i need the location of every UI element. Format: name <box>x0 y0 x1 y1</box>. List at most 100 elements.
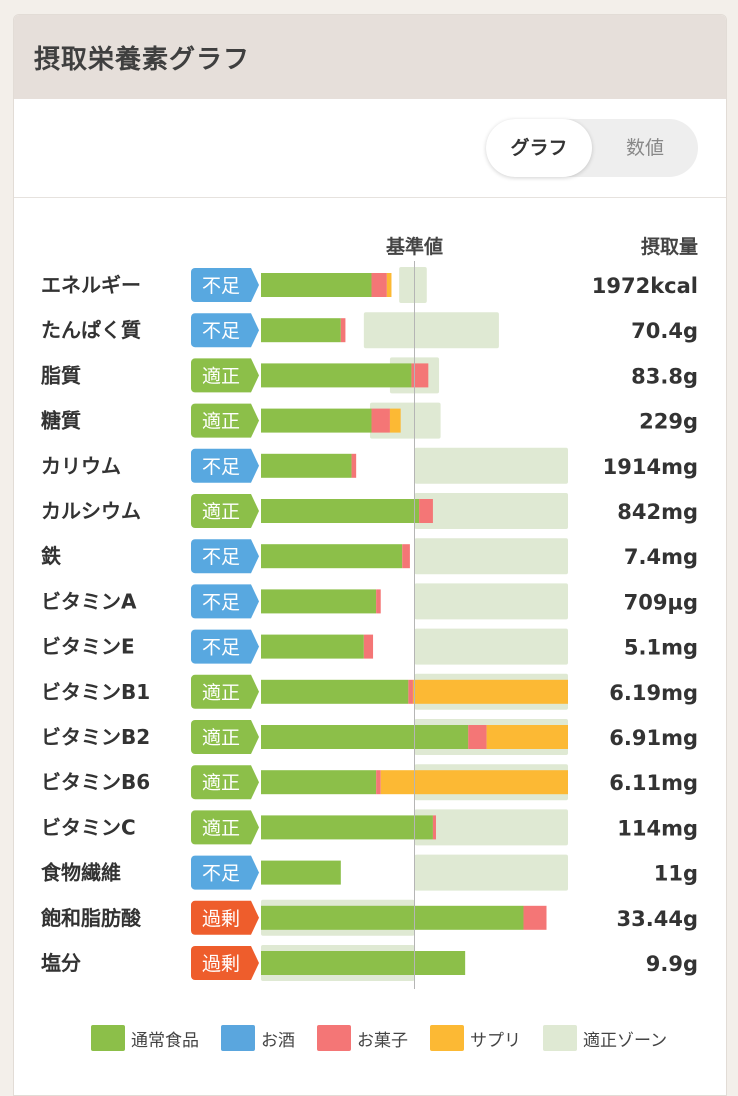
status-badge <box>191 900 259 935</box>
snack-bar <box>402 544 410 569</box>
status-badge <box>191 494 259 528</box>
status-badge <box>191 946 259 980</box>
nutrient-name: 塩分 <box>41 951 81 975</box>
status-badge-label: 適正 <box>202 817 240 839</box>
status-badge <box>191 629 259 664</box>
legend-label: サプリ <box>470 1030 521 1051</box>
zone-bar <box>414 854 568 891</box>
chart-legend: 通常食品 お酒 お菓子 サプリ 適正ゾーン <box>91 1023 667 1053</box>
legend-label: お菓子 <box>357 1030 408 1051</box>
nutrient-name: ビタミンA <box>41 589 137 613</box>
legend-swatch <box>430 1025 464 1051</box>
intake-value: 6.11mg <box>609 771 698 795</box>
intake-value: 7.4mg <box>624 545 698 569</box>
status-badge-label: 不足 <box>202 591 240 613</box>
reference-header: 基準値 <box>385 235 443 258</box>
status-badge-label: 不足 <box>202 275 240 297</box>
status-badge <box>191 403 259 438</box>
zone-bar <box>363 312 499 349</box>
status-badge-label: 不足 <box>202 320 240 342</box>
food-bar <box>261 408 372 433</box>
zone-bar <box>414 538 568 575</box>
legend-swatch <box>221 1025 255 1051</box>
intake-value: 33.44g <box>617 907 698 931</box>
status-badge <box>191 810 259 845</box>
nutrient-name: ビタミンC <box>41 815 136 839</box>
zone-bar <box>414 493 568 529</box>
intake-value: 5.1mg <box>624 636 698 660</box>
supplement-bar <box>380 770 568 795</box>
intake-value: 842mg <box>617 500 698 524</box>
legend-swatch <box>317 1025 351 1051</box>
legend-item: お菓子 <box>317 1025 408 1051</box>
food-bar <box>261 905 524 930</box>
snack-bar <box>408 679 413 704</box>
food-bar <box>261 860 341 885</box>
nutrient-name: ビタミンE <box>41 635 135 659</box>
nutrient-name: ビタミンB6 <box>41 770 150 794</box>
card-header: 摂取栄養素グラフ <box>14 15 726 99</box>
status-badge <box>191 855 259 890</box>
legend-item: 通常食品 <box>91 1025 199 1051</box>
supplement-bar <box>389 408 401 433</box>
status-badge <box>191 765 259 800</box>
legend-swatch <box>91 1025 125 1051</box>
view-toggle: グラフ 数値 <box>486 119 698 177</box>
snack-bar <box>371 273 387 297</box>
intake-value: 709µg <box>624 590 698 614</box>
food-bar <box>261 318 341 343</box>
legend-item: サプリ <box>430 1025 521 1051</box>
snack-bar <box>376 589 381 614</box>
snack-bar <box>376 770 381 795</box>
nutrient-name: 糖質 <box>41 409 81 433</box>
legend-item: お酒 <box>221 1025 295 1051</box>
food-bar <box>261 679 409 704</box>
snack-bar <box>468 725 487 749</box>
status-badge <box>191 448 259 483</box>
nutrient-name: 鉄 <box>41 544 61 568</box>
nutrient-name: たんぱく質 <box>41 318 141 342</box>
nutrient-name: 食物繊維 <box>41 861 121 885</box>
intake-header: 摂取量 <box>641 235 698 258</box>
zone-bar <box>414 583 568 620</box>
food-bar <box>261 544 403 569</box>
status-badge-label: 適正 <box>202 411 240 433</box>
zone-bar <box>414 628 568 665</box>
food-bar <box>261 273 372 297</box>
status-badge-label: 適正 <box>202 365 240 387</box>
intake-value: 70.4g <box>631 319 698 343</box>
intake-value: 6.19mg <box>609 681 698 705</box>
food-bar <box>261 951 466 975</box>
nutrient-graph-card: 摂取栄養素グラフ グラフ 数値 基準値 摂取量 エネルギー 不足 1972kcal たんぱ… <box>13 14 727 1096</box>
food-bar <box>261 363 412 388</box>
status-badge <box>191 358 259 393</box>
legend-label: 通常食品 <box>131 1030 199 1051</box>
value-toggle-button[interactable]: 数値 <box>625 137 664 159</box>
intake-value: 6.91mg <box>609 726 698 750</box>
status-badge <box>191 313 259 348</box>
snack-bar <box>523 905 547 930</box>
status-badge <box>191 674 259 709</box>
status-badge <box>191 584 259 619</box>
snack-bar <box>340 318 346 343</box>
legend-swatch <box>543 1025 577 1051</box>
intake-value: 83.8g <box>631 364 698 388</box>
food-bar <box>261 634 364 659</box>
snack-bar <box>432 815 436 840</box>
nutrient-name: ビタミンB2 <box>41 725 150 749</box>
header-divider <box>14 197 726 198</box>
snack-bar <box>419 499 433 523</box>
legend-label: お酒 <box>261 1030 295 1051</box>
zone-bar <box>399 267 427 303</box>
nutrient-name: カリウム <box>41 454 121 478</box>
graph-toggle-button[interactable]: グラフ <box>486 119 592 177</box>
legend-label: 適正ゾーン <box>583 1030 668 1051</box>
status-badge-label: 過剰 <box>202 953 240 975</box>
supplement-bar <box>412 679 568 704</box>
status-badge <box>191 268 259 302</box>
snack-bar <box>363 634 374 659</box>
intake-value: 1914mg <box>603 455 698 479</box>
status-badge-label: 不足 <box>202 637 240 659</box>
food-bar <box>261 815 433 840</box>
